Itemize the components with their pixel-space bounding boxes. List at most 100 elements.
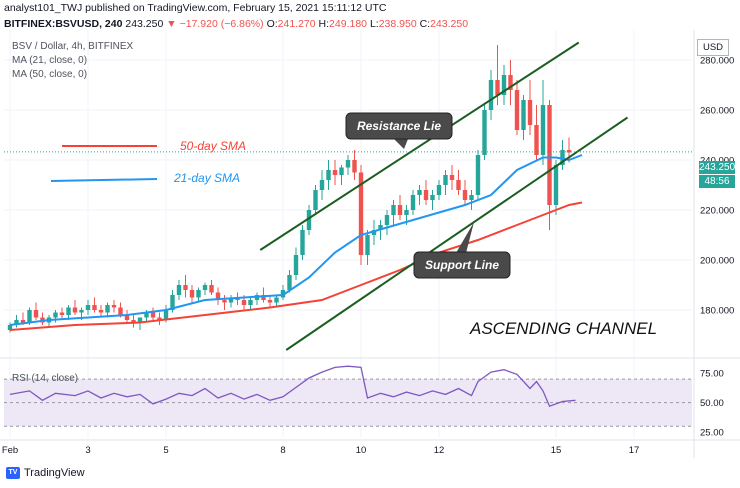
candle-body [462, 190, 468, 200]
candle-body [482, 110, 487, 155]
candle-body [358, 172, 364, 255]
candle-body [267, 300, 273, 303]
price-tick-label: 260.000 [700, 106, 734, 117]
high-label: H: [318, 18, 330, 30]
candle-body [436, 185, 442, 195]
candle-body [423, 190, 429, 200]
candle-body [345, 160, 351, 168]
candle-body [222, 300, 227, 303]
candle-body [430, 195, 435, 200]
low-label: L: [369, 18, 379, 30]
candle-body [163, 310, 169, 320]
candle-body [7, 325, 13, 330]
candle-body [352, 160, 357, 173]
time-tick-label: 15 [551, 445, 562, 456]
candle-body [553, 165, 559, 205]
candle-body [137, 317, 143, 323]
support-label: Support Line [425, 258, 499, 272]
candle-body [410, 195, 416, 210]
candle-body [378, 225, 383, 230]
rsi-legend: RSI (14, close) [12, 373, 79, 384]
candle-body [280, 290, 286, 298]
ma21-line [9, 154, 583, 326]
chart-legend-title: BSV / Dollar, 4h, BITFINEX [12, 41, 134, 52]
low-value: 238.950 [378, 18, 417, 30]
candle-body [144, 312, 149, 318]
candle-body [391, 205, 396, 215]
candle-body [170, 295, 175, 310]
candle-body [300, 230, 305, 255]
last-price: 243.250 [125, 18, 164, 30]
candle-body [397, 205, 403, 215]
candle-body [124, 315, 130, 320]
candle-body [547, 105, 552, 205]
ma21-legend: MA (21, close, 0) [12, 55, 88, 66]
bar-countdown-label: 48:56 [699, 175, 735, 188]
rsi-line [9, 365, 576, 408]
candle-body [209, 285, 214, 293]
candle-body [228, 297, 234, 303]
candle-body [371, 230, 377, 235]
candle-body [326, 170, 331, 180]
tradingview-icon: TV [6, 467, 20, 479]
time-tick-label: 8 [280, 445, 285, 456]
close-label: C: [419, 18, 431, 30]
candle-body [241, 300, 247, 305]
candle-body [14, 320, 19, 325]
candle-body [98, 310, 104, 313]
candle-body [157, 317, 162, 320]
candle-body [313, 190, 318, 210]
resistance-callout-pointer [394, 139, 408, 149]
candle-body [66, 307, 71, 315]
channel-line-upper [259, 41, 580, 251]
candle-body [196, 290, 201, 298]
candle-body [560, 150, 565, 165]
candle-body [111, 305, 117, 308]
currency-button[interactable]: USD [697, 39, 729, 56]
candle-body [27, 310, 32, 323]
candle-body [274, 297, 279, 303]
support-callout-pointer [456, 222, 474, 253]
candle-body [248, 300, 253, 305]
symbol-line: BITFINEX:BSVUSD, 240 243.250 ▼ −17.920 (… [4, 18, 468, 30]
sma50-annotation: 50-day SMA [180, 139, 246, 153]
candle-body [85, 305, 91, 310]
sma21-swatch [50, 178, 158, 182]
candle-body [404, 210, 409, 215]
candle-body [59, 312, 65, 315]
publisher-line: analyst101_TWJ published on TradingView.… [4, 2, 387, 14]
open-label: O: [266, 18, 278, 30]
candle-body [527, 100, 533, 125]
time-tick-label: 5 [163, 445, 168, 456]
candle-body [176, 285, 182, 295]
candle-body [449, 175, 455, 180]
candle-body [417, 190, 422, 195]
price-tick-label: 220.000 [700, 206, 734, 217]
candle-body [105, 305, 110, 313]
tradingview-logo[interactable]: TV TradingView [6, 467, 85, 479]
candle-body [202, 285, 208, 290]
candle-body [514, 90, 520, 130]
candle-body [365, 235, 370, 255]
candle-body [443, 175, 448, 185]
time-tick-label: Feb [2, 445, 18, 456]
candle-body [261, 295, 266, 300]
support-callout [413, 251, 511, 279]
last-price-label: 243.250 [699, 161, 736, 174]
candle-body [20, 320, 26, 323]
candle-body [488, 80, 494, 110]
open-value: 241.270 [277, 18, 316, 30]
price-tick-label: 280.000 [700, 56, 734, 67]
channel-line-lower [285, 116, 629, 351]
price-tick-label: 180.000 [700, 306, 734, 317]
candle-body [306, 210, 312, 230]
candle-body [183, 285, 188, 290]
rsi-tick-label: 50.00 [700, 398, 724, 409]
candle-body [332, 170, 338, 175]
candle-body [469, 195, 474, 200]
candle-body [521, 100, 526, 130]
time-tick-label: 12 [434, 445, 445, 456]
price-tick-label: 200.000 [700, 256, 734, 267]
time-tick-label: 17 [629, 445, 640, 456]
